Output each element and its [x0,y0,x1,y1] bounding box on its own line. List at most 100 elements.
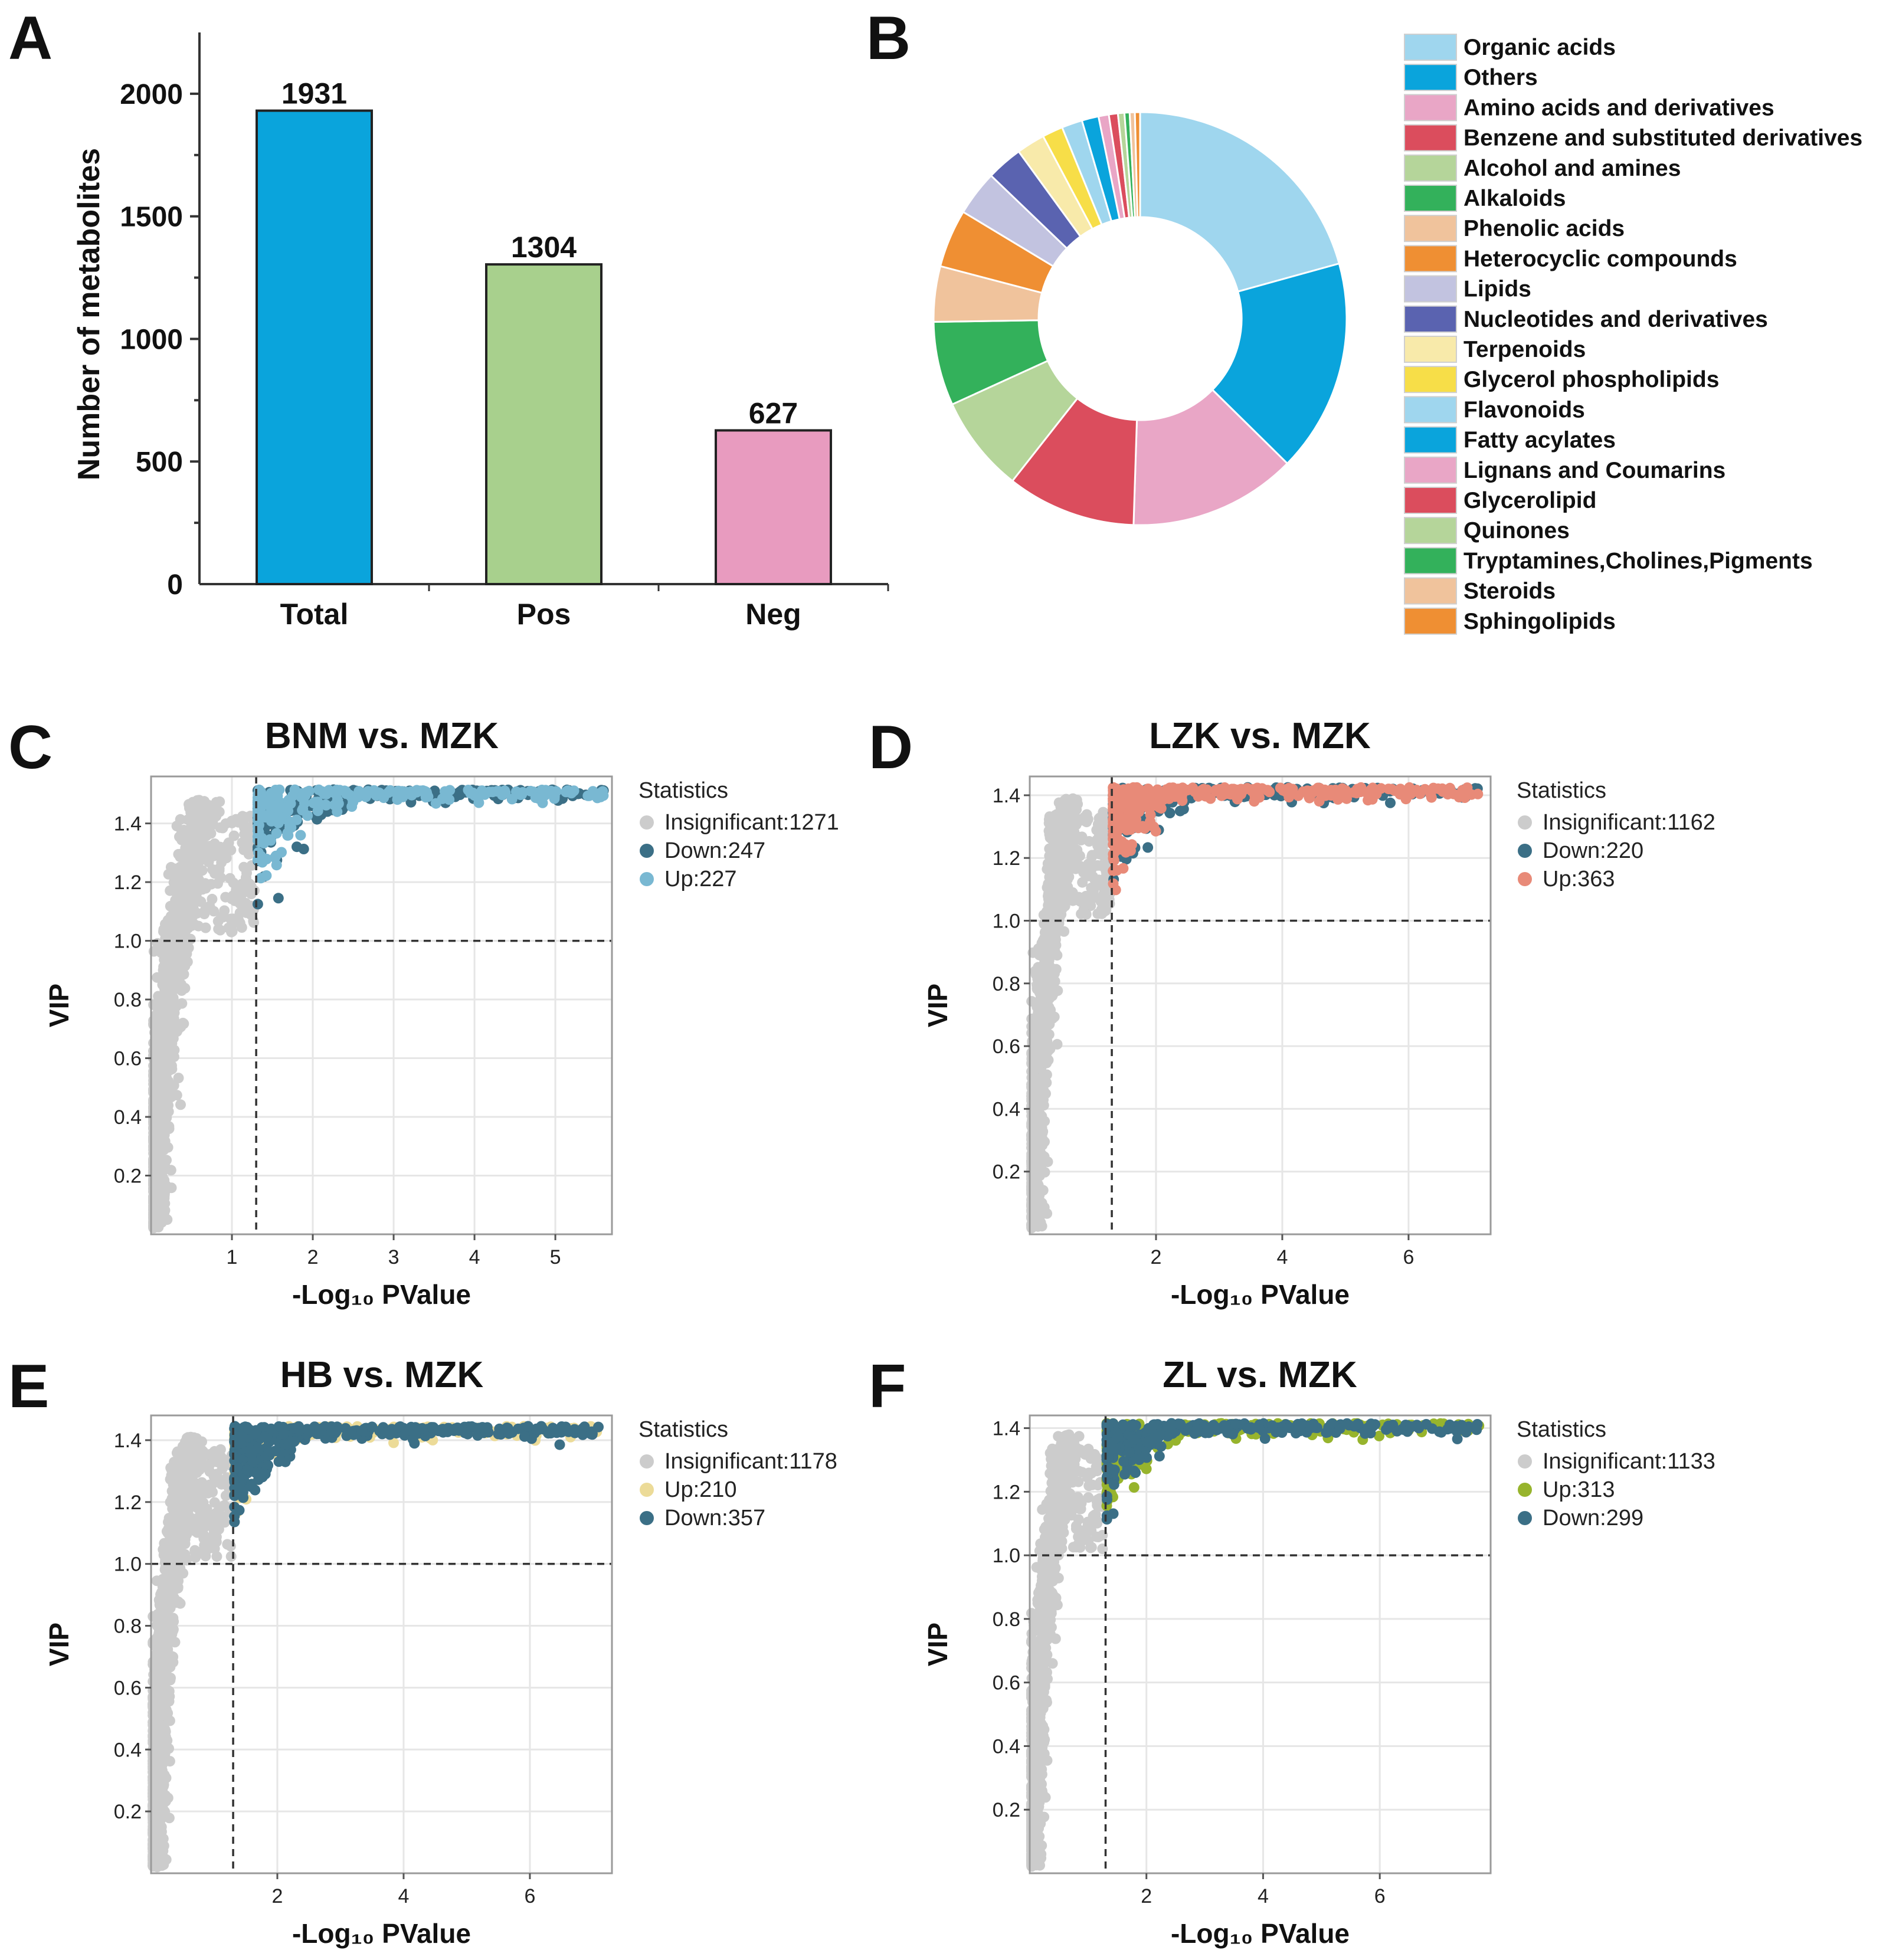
x-tick-label: 3 [388,1246,400,1269]
y-axis-label: VIP [922,984,953,1027]
point-insignificant [197,842,208,853]
point-insignificant [184,1435,195,1447]
point-insignificant [174,890,185,901]
series-insignificant [148,795,260,1234]
y-tick-label: 0.2 [114,1165,142,1188]
point-insignificant [211,1469,222,1480]
plot-frame [150,775,613,1235]
point-up [331,784,342,795]
point-up [312,805,323,817]
point-insignificant [1068,847,1079,858]
legend-swatch-others [1404,64,1457,91]
point-up [1419,784,1430,795]
legend-swatch-amino-acids-and-derivatives [1404,94,1457,122]
point-insignificant [1026,1156,1037,1168]
point-down [292,841,302,853]
slice-others [1211,262,1348,465]
point-insignificant [209,868,221,879]
point-insignificant [1044,1043,1056,1054]
point-insignificant [1067,796,1078,807]
point-up [1116,788,1128,799]
point-insignificant [150,1010,161,1021]
slice-sphingolipids [1134,111,1141,218]
point-insignificant [248,917,259,928]
point-up [1115,802,1126,813]
point-up [1262,785,1273,796]
point-insignificant [239,898,250,909]
point-up [303,785,315,797]
point-up [1245,784,1256,795]
legend-label-alkaloids: Alkaloids [1463,186,1566,211]
y-tick-label: 1000 [120,324,183,355]
point-insignificant [158,1803,169,1814]
point-up [1298,786,1309,797]
legend-label-heterocyclic-compounds: Heterocyclic compounds [1463,246,1737,271]
point-insignificant [161,986,172,998]
point-insignificant [1096,828,1108,840]
legend-swatch-phenolic-acids [1404,215,1457,242]
panel-label-e: E [8,1352,49,1421]
point-insignificant [1033,1007,1044,1018]
point-insignificant [159,1205,171,1216]
point-insignificant [243,848,254,860]
chart-title: LZK vs. MZK [1149,716,1371,756]
point-up [1383,784,1394,795]
point-up [352,792,364,803]
y-tick-label: 0.6 [993,1035,1020,1058]
point-up [1127,839,1137,850]
point-insignificant [173,907,184,919]
point-insignificant [225,1551,237,1562]
point-insignificant [203,857,214,868]
point-insignificant [205,811,216,822]
point-insignificant [207,893,218,904]
point-insignificant [1026,1047,1037,1058]
point-insignificant [159,1192,170,1204]
point-insignificant [173,949,184,960]
x-tick-label: 6 [1403,1246,1414,1269]
legend-label-tryptamines-cholines-pigments: Tryptamines,Cholines,Pigments [1463,548,1813,573]
point-insignificant [205,828,217,839]
legend-label-up: Up:227 [664,867,737,891]
point-insignificant [1039,1076,1050,1087]
point-insignificant [1079,812,1090,823]
point-up [271,828,282,839]
point-insignificant [176,962,187,973]
point-insignificant [1080,909,1092,920]
point-up [1396,785,1407,797]
legend-label-down: Down:247 [664,838,765,863]
point-up [286,822,297,833]
legend-label-steroids: Steroids [1463,579,1556,604]
point-insignificant [175,814,186,825]
point-up [1362,788,1373,799]
point-insignificant [1039,962,1050,974]
point-insignificant [1054,898,1065,909]
legend-swatch-benzene-and-substituted-derivatives [1404,124,1457,152]
point-insignificant [1034,1189,1045,1201]
point-up [369,786,381,797]
y-tick-label: 0.4 [993,1098,1020,1120]
point-up [1155,803,1167,814]
point-insignificant [173,1073,184,1084]
x-tick-label: Total [280,598,349,631]
point-insignificant [171,1509,182,1520]
legend-swatch-glycerol-phospholipids [1404,366,1457,394]
point-up [1150,825,1161,837]
point-insignificant [1046,866,1057,877]
y-tick-label: 1.0 [993,910,1020,932]
point-insignificant [188,902,199,913]
point-insignificant [1099,906,1110,917]
point-insignificant [1059,826,1070,837]
point-insignificant [163,868,174,880]
point-insignificant [1050,857,1061,868]
point-insignificant [175,1482,186,1493]
point-insignificant [180,1503,191,1514]
y-axis-label: Number of metabolites [72,148,106,480]
point-insignificant [175,919,186,930]
legend-label-organic-acids: Organic acids [1463,35,1616,60]
y-tick-label: 1.2 [993,847,1020,870]
point-insignificant [164,1037,175,1048]
bar-total [256,109,373,586]
x-axis-label: -Log₁₀ PValue [1171,1279,1350,1310]
point-insignificant [154,1096,165,1107]
